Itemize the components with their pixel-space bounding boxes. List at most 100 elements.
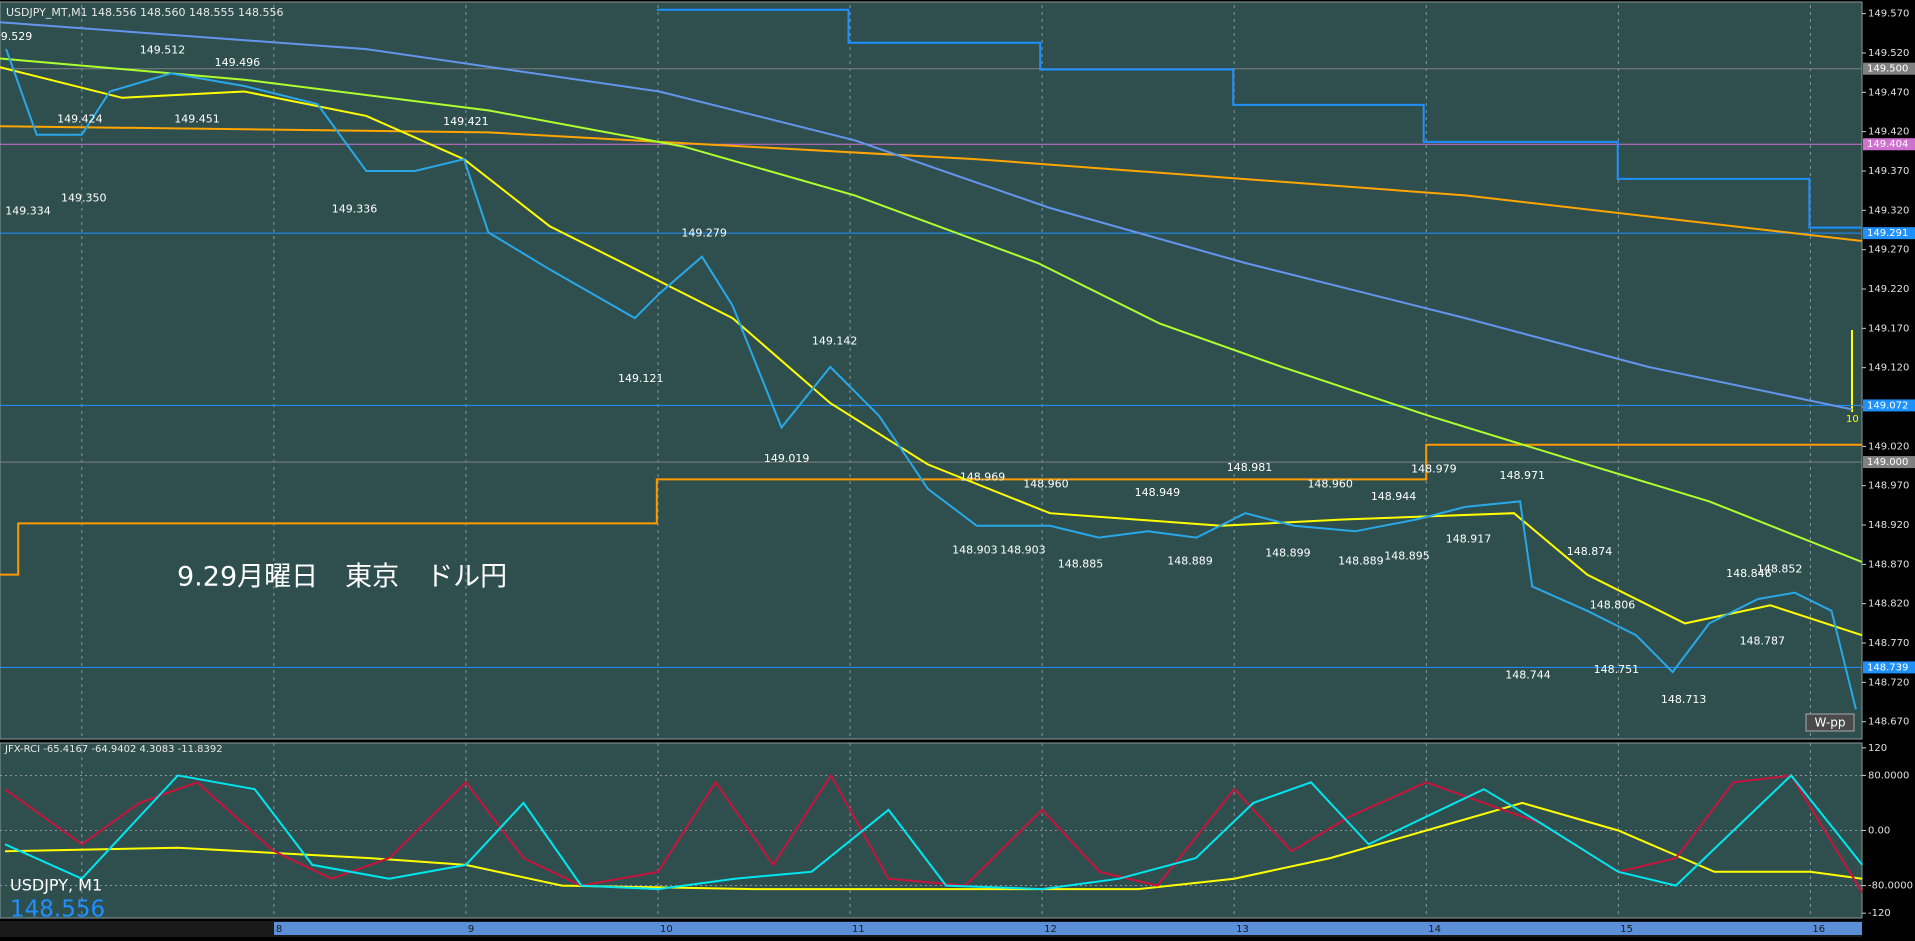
series-line	[0, 66, 1863, 637]
point-label: 149.279	[681, 227, 727, 240]
y-tick-label: 149.320	[1868, 205, 1909, 216]
point-label: 148.852	[1757, 563, 1803, 576]
price-label: 149.500	[1867, 64, 1908, 75]
w-pp-box	[1805, 713, 1855, 732]
y-tick-label: 149.470	[1868, 87, 1909, 98]
chart-header: USDJPY_MT,M1 148.556 148.560 148.555 148…	[6, 6, 284, 19]
current-price: 148.556	[10, 897, 105, 923]
point-label: 148.713	[1661, 693, 1707, 706]
x-tick-label: 8	[276, 924, 282, 935]
y-tick-label: 149.520	[1868, 48, 1909, 59]
point-label: 148.981	[1227, 461, 1273, 474]
point-label: 148.895	[1384, 550, 1430, 563]
point-label: 149.019	[764, 452, 810, 465]
price-label: 149.291	[1867, 228, 1908, 239]
point-label: 149.336	[332, 203, 378, 216]
x-tick-label: 11	[852, 924, 865, 935]
point-label: 148.899	[1265, 547, 1311, 560]
price-label: 149.072	[1867, 400, 1908, 411]
price-label-box	[1863, 661, 1915, 674]
price-label-box	[1863, 227, 1915, 240]
y-tick-label: 149.570	[1868, 9, 1909, 20]
point-label: 148.960	[1023, 478, 1069, 491]
point-label: 148.903	[952, 543, 998, 556]
point-label: 149.512	[140, 43, 186, 56]
chart-subtitle: 9.29月曜日 東京 ドル円	[177, 562, 507, 593]
y-tick-label: 148.670	[1868, 717, 1909, 728]
y-tick-label: 149.270	[1868, 245, 1909, 256]
x-tick-label: 12	[1044, 924, 1057, 935]
y-tick-label: 80.0000	[1868, 770, 1909, 781]
point-label: 149.421	[443, 115, 489, 128]
series-line	[0, 125, 1863, 242]
point-label: 148.949	[1135, 486, 1181, 499]
y-tick-label: 148.720	[1868, 677, 1909, 688]
x-tick-label: 10	[660, 924, 673, 935]
price-label-box	[1863, 456, 1915, 469]
price-label-box	[1863, 62, 1915, 75]
price-label: 149.404	[1867, 139, 1908, 150]
point-label: 149.121	[618, 372, 664, 385]
point-label: 148.885	[1058, 558, 1104, 571]
y-tick-label: 149.220	[1868, 284, 1909, 295]
point-label: 148.744	[1505, 668, 1551, 681]
point-label: 149.424	[57, 113, 103, 126]
symbol-label: USDJPY, M1	[10, 876, 102, 895]
point-label: 148.787	[1740, 635, 1786, 648]
indicator-label: 10	[1846, 414, 1859, 425]
point-label: 148.969	[960, 470, 1006, 483]
series-line	[4, 773, 1863, 891]
y-tick-label: 149.020	[1868, 441, 1909, 452]
x-tick-label: 13	[1236, 924, 1249, 935]
y-tick-label: -80.0000	[1868, 881, 1913, 892]
point-label: 148.889	[1167, 554, 1213, 567]
y-tick-label: -120	[1868, 908, 1891, 919]
y-tick-label: 148.970	[1868, 481, 1909, 492]
point-label: 148.874	[1567, 545, 1613, 558]
point-label: 149.451	[174, 112, 220, 125]
point-label: 148.971	[1499, 469, 1545, 482]
x-tick-label: 7	[84, 924, 90, 935]
x-tick-label: 16	[1812, 924, 1825, 935]
y-tick-label: 149.170	[1868, 323, 1909, 334]
y-tick-label: 148.870	[1868, 559, 1909, 570]
point-label: 148.846	[1726, 567, 1772, 580]
point-label: 149.334	[5, 204, 51, 217]
point-label: 149.496	[215, 56, 261, 69]
series-line	[656, 8, 1862, 229]
rci-header: JFX-RCI -65.4167 -64.9402 4.3083 -11.839…	[4, 744, 223, 755]
y-tick-label: 148.920	[1868, 520, 1909, 531]
x-tick-label: 9	[468, 924, 474, 935]
point-label: 148.806	[1590, 599, 1636, 612]
price-label: 148.739	[1867, 662, 1908, 673]
series-line	[4, 801, 1863, 891]
point-label: 148.917	[1446, 532, 1492, 545]
y-tick-label: 120	[1868, 743, 1887, 754]
point-label: 148.889	[1338, 554, 1384, 567]
y-tick-label: 149.120	[1868, 363, 1909, 374]
series-line	[5, 48, 1857, 710]
point-label: 148.979	[1411, 463, 1457, 476]
w-pp-label: W-pp	[1815, 716, 1846, 730]
price-label-box	[1863, 399, 1915, 412]
time-axis-bar	[274, 922, 1862, 935]
plot-layer: 7 8 9 10 11 12 13 14 15 16 149.570 149.520 149.470 14…	[0, 5, 1915, 935]
price-label-box	[1863, 138, 1915, 151]
price-label: 149.000	[1867, 457, 1908, 468]
point-label: 149.142	[812, 334, 858, 347]
point-label: 148.903	[1000, 543, 1046, 556]
point-label: 148.944	[1371, 490, 1417, 503]
point-label: 148.960	[1307, 478, 1353, 491]
point-label: 149.350	[61, 192, 107, 205]
point-label: 148.751	[1594, 663, 1640, 676]
point-label: 9.529	[1, 30, 33, 43]
y-tick-label: 149.370	[1868, 166, 1909, 177]
series-line	[0, 57, 1863, 563]
y-tick-label: 0.00	[1868, 826, 1890, 837]
x-tick-label: 15	[1620, 924, 1633, 935]
main-panel	[0, 1, 1863, 740]
y-tick-label: 148.820	[1868, 599, 1909, 610]
y-tick-label: 148.770	[1868, 638, 1909, 649]
